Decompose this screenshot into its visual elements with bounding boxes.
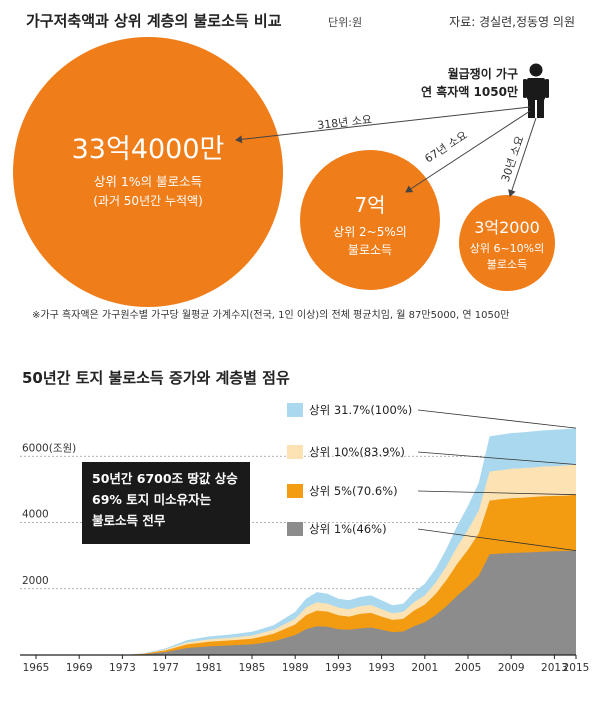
top-unit: 단위:원: [328, 16, 362, 29]
legend-swatch: [287, 403, 303, 417]
bubble-top2-5-sublabel: 불로소득: [348, 243, 392, 257]
person-icon: [523, 63, 549, 118]
x-tick-label: 1993: [325, 662, 352, 674]
years-label-top2-5: 67년 소요: [422, 129, 469, 166]
x-tick-label: 1969: [66, 662, 93, 674]
arrow-to-top1: [235, 106, 531, 144]
callout-line-1: 50년간 6700조 땅값 상승: [92, 471, 238, 486]
bubble-top6-10: [459, 195, 555, 291]
y-tick-label: 2000: [22, 575, 49, 587]
bubble-top1-sublabel: (과거 50년간 누적액): [93, 194, 203, 208]
bubble-top1-label: 상위 1%의 불로소득: [94, 174, 202, 189]
x-tick-label: 2015: [563, 662, 590, 674]
chart-title: 50년간 토지 불로소득 증가와 계층별 점유: [22, 369, 290, 387]
bubble-top2-5-label: 상위 2~5%의: [333, 225, 407, 239]
legend-leader-line: [417, 451, 577, 465]
x-tick-label: 1985: [239, 662, 266, 674]
legend-swatch: [287, 445, 303, 459]
x-tick-label: 2001: [411, 662, 438, 674]
x-tick-label: 2009: [498, 662, 525, 674]
x-tick-label: 1993: [368, 662, 395, 674]
x-tick-label: 1973: [109, 662, 136, 674]
bubble-top6-10-value: 3억2000: [474, 218, 540, 237]
bubble-top6-10-label: 상위 6~10%의: [470, 242, 545, 255]
bubble-top6-10-sublabel: 불로소득: [487, 258, 527, 271]
worker-label-1: 월급쟁이 가구: [448, 66, 518, 81]
callout-line-3: 불로소득 전무: [92, 513, 166, 528]
years-label-top1: 318년 소요: [317, 113, 373, 132]
y-tick-label: 4000: [22, 509, 49, 521]
legend-leader-line: [417, 528, 577, 552]
x-tick-label: 1989: [282, 662, 309, 674]
x-tick-label: 1977: [152, 662, 179, 674]
area-series-4: [36, 550, 576, 655]
legend-label: 상위 10%(83.9%): [309, 445, 405, 459]
legend-leader-line: [417, 409, 577, 429]
bubble-top2-5-value: 7억: [354, 193, 385, 217]
source-label: 자료: 경실련,정동영 의원: [449, 15, 575, 29]
callout-box: 50년간 6700조 땅값 상승 69% 토지 미소유자는 불로소득 전무: [82, 462, 250, 544]
x-tick-label: 2013: [541, 662, 568, 674]
y-tick-label: 6000(조원): [22, 442, 76, 454]
callout-line-2: 69% 토지 미소유자는: [92, 492, 212, 507]
legend-swatch: [287, 484, 303, 498]
legend-swatch: [287, 522, 303, 536]
top-title: 가구저축액과 상위 계층의 불로소득 비교: [26, 12, 282, 30]
bubble-top1-value: 33억4000만: [72, 134, 225, 165]
x-tick-label: 2005: [455, 662, 482, 674]
legend: 상위 31.7%(100%) 상위 10%(83.9%) 상위 5%(70.6%) 상…: [287, 403, 577, 552]
x-tick-label: 1981: [195, 662, 222, 674]
worker-label-2: 연 흑자액 1050만: [421, 84, 518, 99]
x-tick-label: 1965: [23, 662, 50, 674]
arrow-to-top6-10: [508, 117, 537, 197]
arrow-to-top2-5: [405, 110, 531, 193]
legend-label: 상위 1%(46%): [309, 522, 387, 536]
legend-label: 상위 31.7%(100%): [309, 403, 412, 417]
bubble-top1: [13, 37, 283, 307]
area-series: [36, 428, 576, 655]
footnote: ※가구 흑자액은 가구원수별 가구당 월평균 가계수지(전국, 1인 이상)의 …: [32, 308, 509, 321]
y-axis-labels: 2000 4000 6000(조원): [22, 442, 76, 587]
bubble-top2-5: [300, 150, 440, 290]
x-axis: 1965 1969 1973 1977 1981 1985 1989 1993 1993 2001…: [23, 655, 590, 674]
legend-leader-line: [417, 490, 577, 496]
legend-label: 상위 5%(70.6%): [309, 484, 398, 498]
